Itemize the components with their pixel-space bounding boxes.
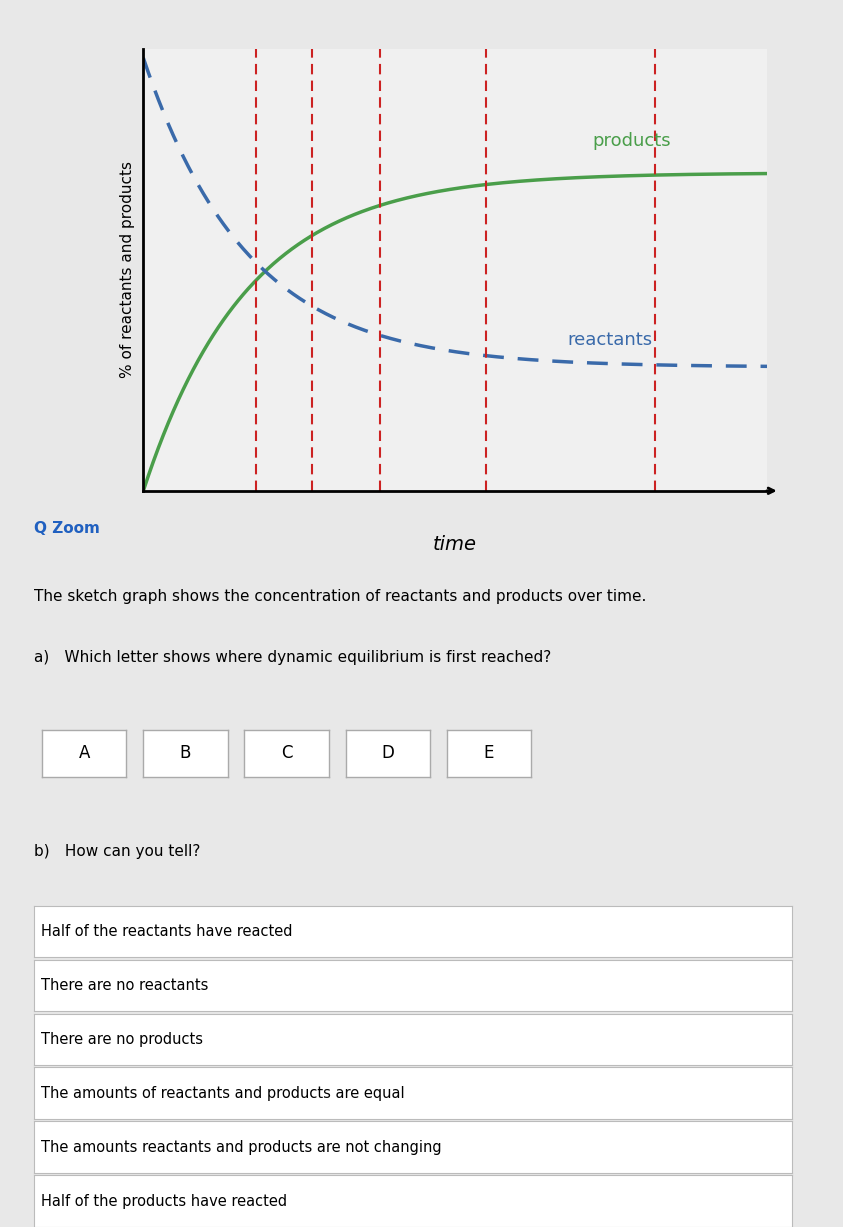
- Text: Half of the reactants have reacted: Half of the reactants have reacted: [41, 924, 293, 939]
- Text: B: B: [180, 745, 191, 762]
- Text: A: A: [78, 745, 90, 762]
- Text: Q Zoom: Q Zoom: [34, 521, 99, 536]
- Text: reactants: reactants: [567, 331, 652, 348]
- Text: products: products: [593, 133, 671, 150]
- Text: Half of the products have reacted: Half of the products have reacted: [41, 1194, 287, 1209]
- Text: b) How can you tell?: b) How can you tell?: [34, 844, 200, 859]
- Text: a) Which letter shows where dynamic equilibrium is first reached?: a) Which letter shows where dynamic equi…: [34, 650, 551, 665]
- Text: There are no reactants: There are no reactants: [41, 978, 209, 993]
- Text: The amounts of reactants and products are equal: The amounts of reactants and products ar…: [41, 1086, 405, 1101]
- Text: The amounts reactants and products are not changing: The amounts reactants and products are n…: [41, 1140, 442, 1155]
- Text: E: E: [484, 745, 494, 762]
- Text: time: time: [433, 535, 477, 553]
- Text: C: C: [281, 745, 293, 762]
- Text: There are no products: There are no products: [41, 1032, 203, 1047]
- Text: The sketch graph shows the concentration of reactants and products over time.: The sketch graph shows the concentration…: [34, 589, 646, 604]
- Y-axis label: % of reactants and products: % of reactants and products: [120, 162, 135, 378]
- Text: D: D: [381, 745, 395, 762]
